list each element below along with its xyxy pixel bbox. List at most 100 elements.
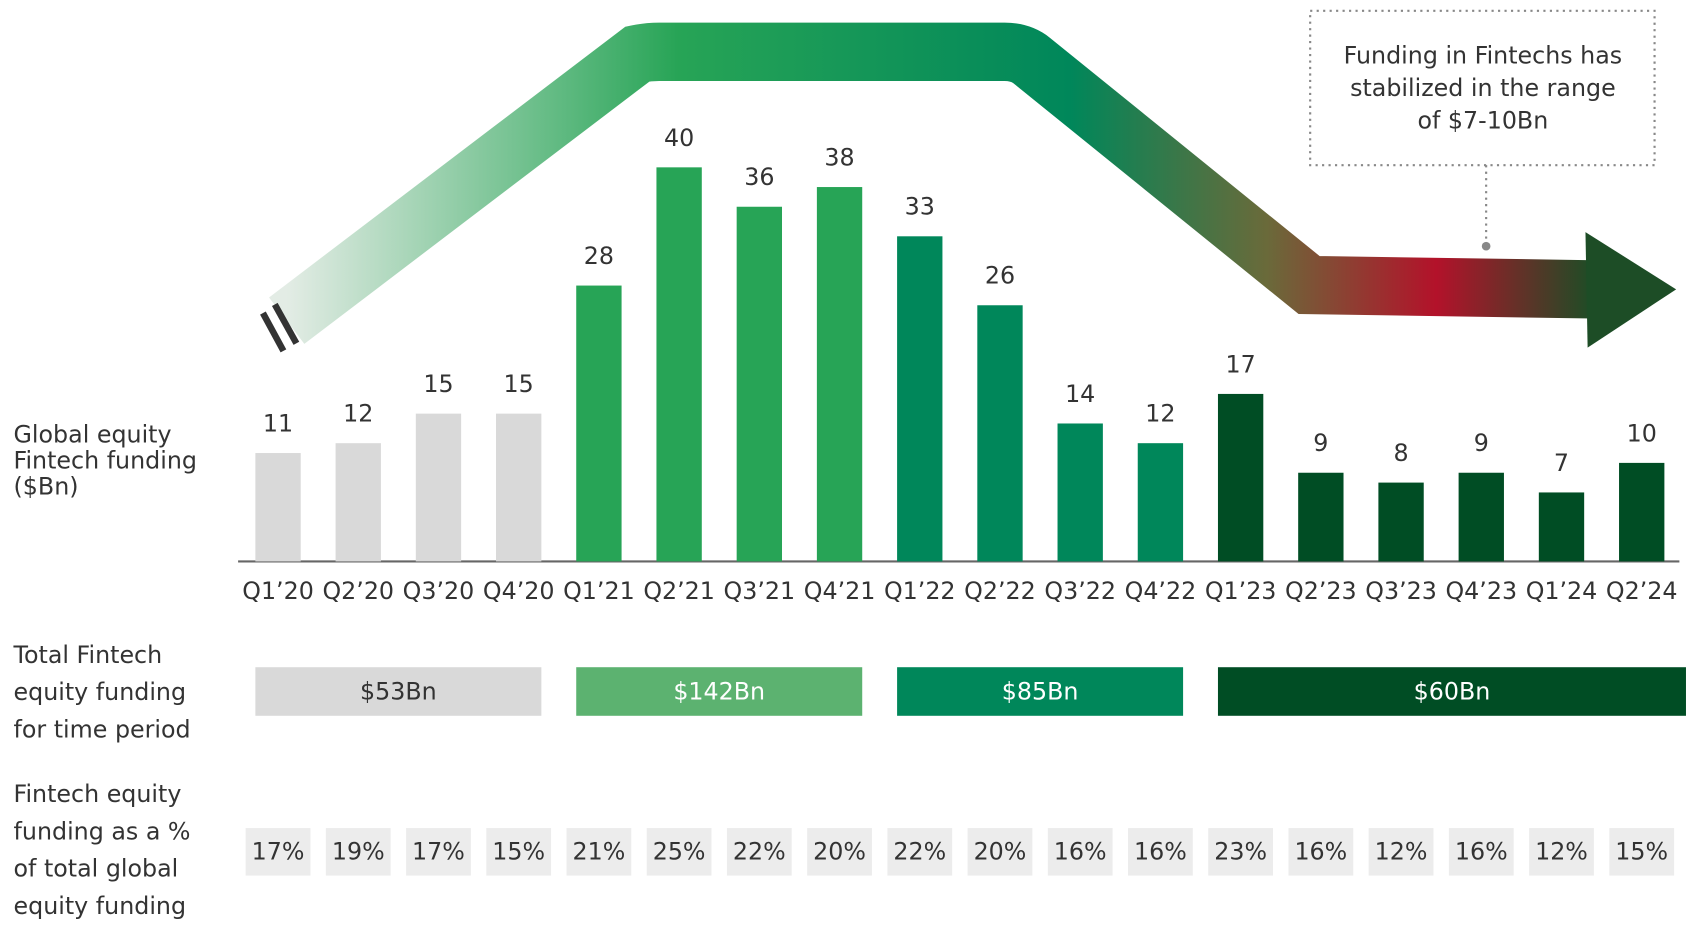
trend-arrow — [260, 22, 1677, 353]
x-tick-label: Q4’23 — [1445, 577, 1517, 605]
x-tick-label: Q3’23 — [1365, 577, 1437, 605]
period-label: $53Bn — [360, 678, 437, 706]
share-label: 12% — [1375, 837, 1428, 865]
period-label: equity funding — [14, 678, 187, 706]
data-label: 9 — [1313, 429, 1328, 457]
bar — [415, 413, 462, 562]
x-tick-label: Q2’23 — [1285, 577, 1357, 605]
share-label: 20% — [813, 837, 866, 865]
bar — [977, 305, 1023, 562]
share-box — [486, 828, 552, 876]
data-label: 7 — [1554, 449, 1569, 477]
x-tick-label: Q4’20 — [483, 577, 555, 605]
period-label: Total Fintech — [13, 641, 163, 669]
data-label: 28 — [584, 242, 614, 270]
share-label: funding as a % — [14, 817, 191, 845]
data-label: 15 — [504, 370, 534, 398]
bar — [496, 413, 542, 562]
share-box — [887, 828, 953, 876]
x-tick-label: Q2’22 — [964, 577, 1036, 605]
period-bar — [576, 667, 863, 716]
period-bar — [897, 667, 1184, 716]
period-label: $85Bn — [1002, 678, 1079, 706]
x-tick-label: Q1’20 — [242, 577, 314, 605]
y-label: Global equity — [14, 421, 172, 449]
share-label: 23% — [1214, 837, 1267, 865]
period-label: $60Bn — [1414, 678, 1491, 706]
x-tick-label: Q2’20 — [322, 577, 394, 605]
share-label: 16% — [1455, 837, 1508, 865]
data-label: 17 — [1226, 350, 1256, 378]
share-box — [1047, 828, 1113, 876]
data-label: 12 — [1145, 400, 1175, 428]
x-tick-label: Q3’20 — [403, 577, 475, 605]
share-label: 17% — [252, 837, 305, 865]
share-label: 16% — [1054, 837, 1107, 865]
x-tick-label: Q1’23 — [1205, 577, 1277, 605]
share-box — [566, 828, 632, 876]
data-label: 14 — [1065, 380, 1095, 408]
bar — [1057, 423, 1103, 562]
share-label: 21% — [573, 837, 626, 865]
annotation: Funding in Fintechs has — [1344, 42, 1623, 70]
share-box — [325, 828, 391, 876]
bar — [1378, 482, 1424, 562]
data-label: 15 — [423, 370, 453, 398]
bar — [335, 443, 381, 562]
bar — [656, 167, 702, 562]
y-label: ($Bn) — [14, 472, 79, 500]
data-label: 36 — [744, 163, 774, 191]
bar — [1298, 472, 1344, 562]
share-label: 25% — [653, 837, 706, 865]
share-label: Fintech equity — [14, 780, 182, 808]
share-box — [1529, 828, 1594, 876]
x-tick-label: Q4’22 — [1125, 577, 1197, 605]
x-tick-label: Q2’24 — [1606, 577, 1678, 605]
share-label: 15% — [492, 837, 545, 865]
data-label: 38 — [824, 143, 854, 171]
x-tick-label: Q1’21 — [563, 577, 635, 605]
share-label: 15% — [1615, 837, 1668, 865]
share-label: 16% — [1134, 837, 1187, 865]
bar — [1137, 443, 1184, 562]
bar — [1217, 393, 1264, 562]
data-label: 11 — [263, 409, 293, 437]
bar — [1619, 462, 1665, 562]
data-label: 33 — [905, 193, 935, 221]
share-label: 22% — [733, 837, 786, 865]
share-label: 12% — [1535, 837, 1588, 865]
bar — [255, 453, 301, 562]
x-tick-label: Q1’22 — [884, 577, 956, 605]
share-label: of total global — [14, 855, 179, 883]
annotation-box — [1309, 9, 1656, 167]
period-label: for time period — [14, 715, 191, 743]
period-label: $142Bn — [673, 678, 765, 706]
share-box — [1288, 828, 1354, 876]
annotation: stabilized in the range — [1350, 74, 1616, 102]
share-box — [1208, 828, 1274, 876]
x-tick-label: Q2’21 — [643, 577, 715, 605]
share-box — [646, 828, 712, 876]
data-label: 10 — [1627, 419, 1657, 447]
bar — [1458, 472, 1504, 562]
annotation: of $7-10Bn — [1417, 106, 1548, 134]
share-box — [1128, 828, 1193, 876]
share-box — [967, 828, 1033, 876]
share-label: 19% — [332, 837, 385, 865]
share-box — [807, 828, 872, 876]
x-tick-label: Q3’21 — [724, 577, 796, 605]
bar — [736, 206, 783, 562]
data-label: 8 — [1394, 439, 1409, 467]
bar — [816, 187, 863, 562]
x-tick-label: Q3’22 — [1044, 577, 1116, 605]
data-label: 26 — [985, 262, 1015, 290]
share-label: 20% — [974, 837, 1027, 865]
share-box — [726, 828, 792, 876]
share-box — [245, 828, 311, 876]
share-box — [1448, 828, 1514, 876]
bar — [576, 285, 622, 562]
share-box — [1609, 828, 1675, 876]
bar — [1538, 492, 1585, 562]
data-label: 9 — [1474, 429, 1489, 457]
